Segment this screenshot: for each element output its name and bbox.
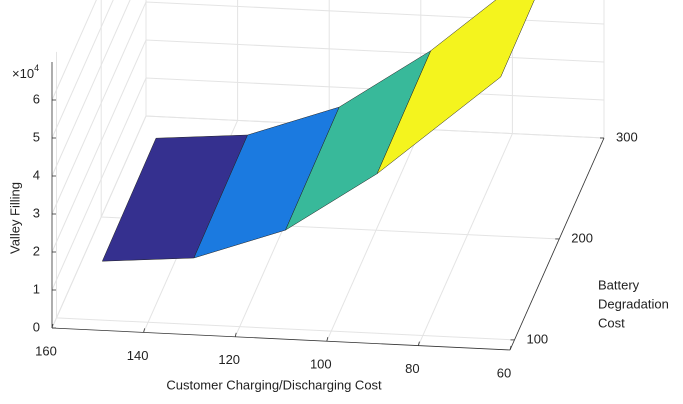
y-tick-label: 100 [526, 331, 548, 346]
x-axis-label: Customer Charging/Discharging Cost [166, 377, 382, 392]
grid-line [509, 0, 605, 351]
x-tick [326, 337, 329, 342]
x-tick-label: 100 [310, 357, 332, 372]
y-axis-label: Battery [598, 277, 640, 292]
z-tick-label: 4 [33, 167, 40, 182]
z-multiplier-exponent: 4 [34, 63, 39, 73]
z-multiplier-base: ×10 [12, 66, 34, 81]
x-tick [509, 345, 512, 351]
x-tick-label: 60 [497, 365, 511, 380]
z-axis-label: Valley Filling [7, 182, 22, 254]
grid-line [51, 0, 97, 101]
z-multiplier: ×104 [12, 63, 39, 81]
x-tick [234, 332, 237, 337]
z-tick-label: 2 [33, 243, 40, 258]
y-axis [509, 137, 605, 351]
grid-line [51, 0, 147, 329]
z-tick-label: 3 [33, 205, 40, 220]
x-tick-label: 140 [127, 348, 149, 363]
z-tick-label: 6 [33, 91, 40, 106]
y-axis-label: Degradation [598, 296, 669, 311]
y-axis-label: Cost [598, 315, 625, 330]
grid-line [56, 51, 515, 341]
grid-line [51, 0, 114, 139]
y-tick-label: 300 [616, 129, 638, 144]
x-tick-label: 160 [35, 343, 57, 358]
x-tick-label: 120 [218, 352, 240, 367]
grid-line [51, 0, 131, 177]
grid-line [100, 0, 560, 240]
x-tick [143, 328, 145, 333]
surface-face [376, 0, 535, 174]
x-tick [418, 341, 420, 346]
grid-line [145, 0, 605, 139]
z-tick-label: 0 [33, 319, 40, 334]
z-tick-label: 1 [33, 281, 40, 296]
z-tick-label: 5 [33, 129, 40, 144]
x-tick [51, 323, 54, 329]
x-axis [51, 327, 511, 351]
x-tick-label: 80 [405, 361, 419, 376]
y-tick-label: 200 [571, 230, 593, 245]
